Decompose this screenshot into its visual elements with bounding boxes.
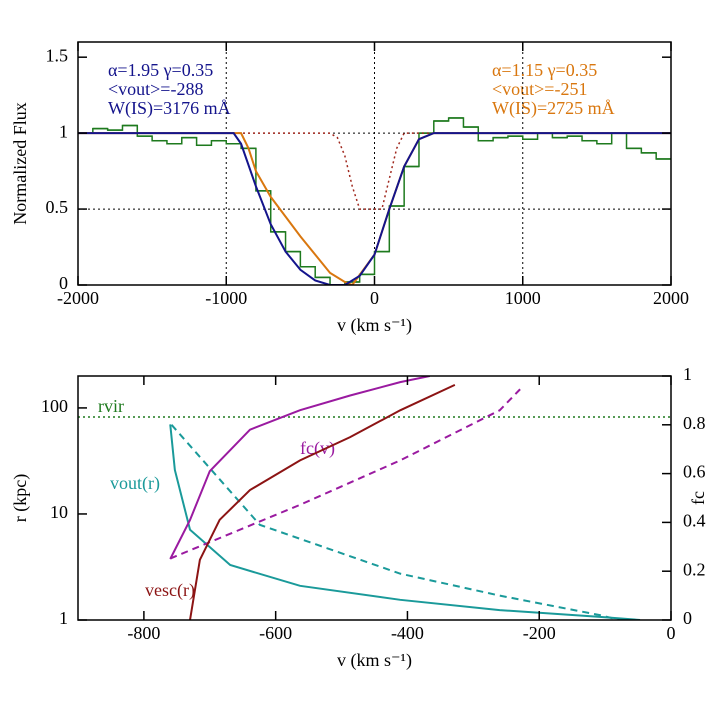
curve-label: rvir [98,396,124,416]
x-tick-label: -400 [391,623,424,643]
y-tick-label: 100 [41,396,68,416]
x-tick-label: -200 [523,623,556,643]
y-tick-label: 1 [59,121,68,141]
x-tick-label: -800 [127,623,160,643]
curve [169,376,431,560]
y2-axis-label: fc [688,491,708,505]
curve [189,383,456,620]
x-tick-label: 2000 [653,288,689,308]
plot-frame [77,375,672,621]
annotation: α=1.15 γ=0.35 [492,60,597,80]
annotation: α=1.95 γ=0.35 [108,60,213,80]
annotation: <vout>=-288 [108,79,203,99]
annotation: W(IS)=3176 mÅ [108,98,231,119]
y2-tick-label: 0 [683,608,692,628]
curve [169,388,521,560]
y-axis-label: r (kpc) [10,474,31,522]
y2-tick-label: 0.8 [683,413,706,433]
x-axis-label: v (km s⁻¹) [337,315,412,336]
y2-tick-label: 0.6 [683,462,706,482]
curve [169,424,641,620]
x-tick-label: 0 [667,623,676,643]
annotation: W(IS)=2725 mÅ [492,98,615,119]
x-tick-label: 1000 [505,288,541,308]
y2-tick-label: 0.2 [683,559,706,579]
y-tick-label: 0.5 [46,197,69,217]
y-tick-label: 1.5 [46,45,69,65]
annotation: <vout>=-251 [492,79,587,99]
y2-tick-label: 1 [683,364,692,384]
curve [170,424,620,620]
curve [78,132,671,210]
x-tick-label: -2000 [57,288,99,308]
y2-tick-label: 0.4 [683,511,706,531]
y-tick-label: 0 [59,273,68,293]
y-axis-label: Normalized Flux [10,102,30,224]
x-axis-label: v (km s⁻¹) [337,650,412,671]
y-tick-label: 10 [50,502,68,522]
x-tick-label: 0 [370,288,379,308]
curve-label: vesc(r) [145,580,195,601]
curve-label: fc(v) [300,438,335,459]
y-tick-label: 1 [59,608,68,628]
x-tick-label: -600 [259,623,292,643]
curve-label: vout(r) [110,473,160,494]
curve [78,132,671,285]
step-connector [78,117,671,285]
x-tick-label: -1000 [205,288,247,308]
